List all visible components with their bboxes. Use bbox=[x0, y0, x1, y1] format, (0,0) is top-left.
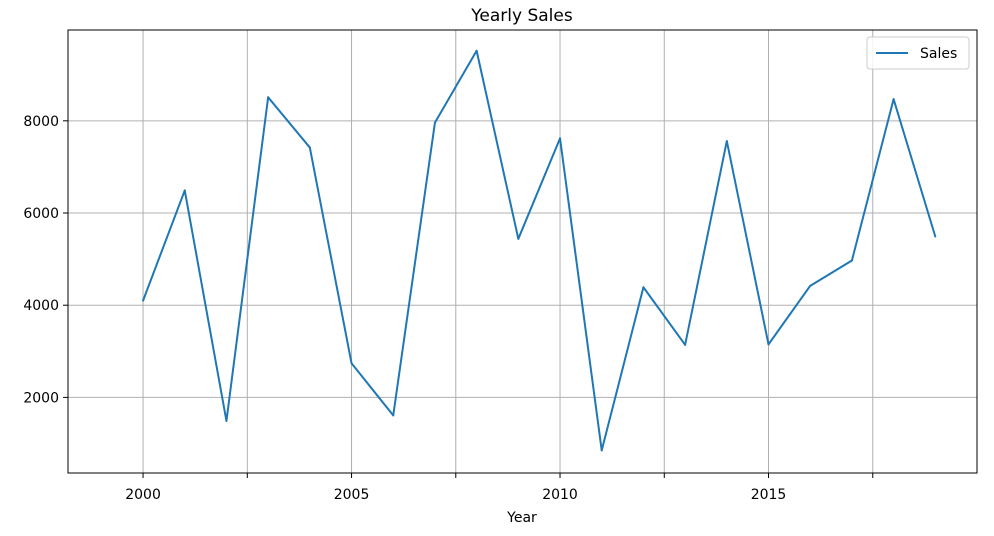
legend: Sales bbox=[866, 36, 970, 70]
x-axis: 2000 2005 2010 2015 bbox=[125, 473, 874, 503]
grid bbox=[68, 30, 977, 473]
data-point bbox=[559, 137, 562, 140]
chart-title: Yearly Sales bbox=[470, 6, 573, 26]
data-point bbox=[142, 299, 145, 302]
data-point bbox=[684, 343, 687, 346]
legend-label: Sales bbox=[920, 46, 957, 62]
series-layer bbox=[142, 49, 937, 452]
x-tick-label: 2010 bbox=[542, 487, 578, 503]
data-point bbox=[267, 96, 270, 99]
data-point bbox=[392, 414, 395, 417]
data-point bbox=[183, 189, 186, 192]
data-point bbox=[892, 98, 895, 101]
y-axis: 2000 4000 6000 8000 bbox=[23, 114, 68, 406]
data-point bbox=[433, 121, 436, 124]
plot-frame bbox=[67, 29, 978, 474]
y-tick-label: 6000 bbox=[23, 206, 59, 222]
data-point bbox=[642, 286, 645, 289]
data-point bbox=[350, 362, 353, 365]
data-point bbox=[225, 419, 228, 422]
y-tick-label: 4000 bbox=[23, 298, 59, 314]
series-line-sales bbox=[142, 49, 937, 452]
data-point bbox=[308, 146, 311, 149]
data-point bbox=[809, 284, 812, 287]
data-point bbox=[850, 259, 853, 262]
data-point bbox=[475, 49, 478, 52]
x-tick-label: 2015 bbox=[751, 487, 787, 503]
x-tick-label: 2000 bbox=[125, 487, 161, 503]
x-tick-label: 2005 bbox=[334, 487, 370, 503]
data-point bbox=[934, 235, 937, 238]
x-axis-label: Year bbox=[506, 510, 537, 526]
legend-box bbox=[866, 36, 970, 70]
data-point bbox=[600, 449, 603, 452]
data-point bbox=[767, 343, 770, 346]
data-point bbox=[725, 140, 728, 143]
y-tick-label: 2000 bbox=[23, 390, 59, 406]
y-tick-label: 8000 bbox=[23, 114, 59, 130]
data-point bbox=[517, 237, 520, 240]
